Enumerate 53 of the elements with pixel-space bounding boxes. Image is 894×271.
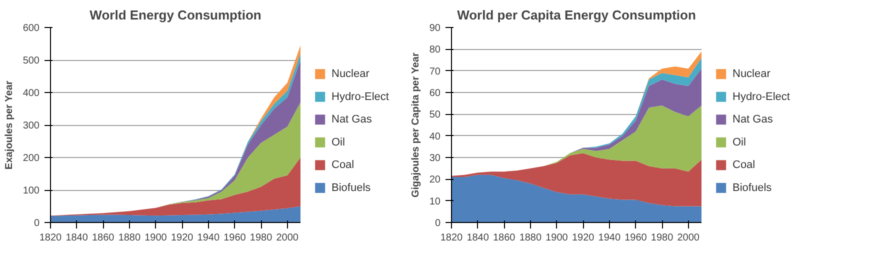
x-tick-label: 1940 (598, 232, 621, 244)
y-axis-title: Exajoules per Year (4, 80, 15, 170)
legend-label: Nat Gas (732, 114, 774, 126)
x-tick-label: 1860 (92, 232, 115, 244)
legend-label: Hydro-Elect (332, 90, 389, 103)
y-tick-label: 90 (429, 23, 441, 34)
legend-label: Biofuels (732, 182, 772, 194)
y-tick-label: 200 (22, 153, 40, 164)
x-tick-label: 2000 (276, 232, 299, 244)
y-tick-label: 600 (22, 23, 40, 34)
x-tick-label: 1980 (650, 232, 674, 244)
x-tick-label: 1980 (250, 232, 273, 244)
legend-label: Coal (732, 159, 756, 172)
x-tick-label: 1840 (466, 232, 490, 244)
legend-label: Nuclear (732, 68, 771, 80)
legend-label: Oil (732, 136, 746, 148)
x-tick-label: 1900 (546, 232, 568, 244)
legend-label: Hydro-Elect (732, 90, 790, 103)
y-tick-label: 80 (429, 44, 441, 56)
legend-label: Nat Gas (332, 114, 372, 126)
y-tick-label: 60 (429, 88, 441, 99)
x-tick-label: 1820 (440, 232, 464, 244)
x-tick-label: 2000 (677, 232, 700, 244)
x-tick-label: 1880 (519, 232, 542, 244)
x-tick-label: 1920 (572, 232, 595, 244)
x-tick-label: 1840 (66, 232, 88, 244)
y-tick-label: 0 (434, 218, 441, 229)
y-tick-label: 50 (429, 110, 441, 121)
x-tick-label: 1960 (224, 232, 246, 244)
x-tick-label: 1880 (118, 232, 142, 244)
y-tick-label: 100 (22, 186, 40, 196)
y-tick-label: 0 (34, 218, 40, 229)
x-tick-label: 1940 (197, 232, 220, 244)
legend-label: Biofuels (332, 182, 372, 194)
x-tick-label: 1820 (39, 232, 62, 244)
x-tick-label: 1920 (170, 232, 194, 244)
x-tick-label: 1960 (624, 232, 648, 244)
y-tick-label: 300 (22, 120, 40, 132)
y-tick-label: 10 (429, 196, 441, 208)
x-tick-label: 1860 (493, 232, 516, 244)
y-tick-label: 400 (22, 88, 40, 99)
legend-label: Nuclear (332, 68, 370, 80)
y-tick-label: 500 (22, 56, 40, 66)
chart-title: World Energy Consumption (90, 8, 262, 22)
y-tick-label: 70 (429, 66, 441, 78)
x-tick-label: 1900 (144, 232, 168, 244)
y-axis-title: Gigajoules per Capita per Year (410, 52, 422, 198)
y-tick-label: 40 (429, 131, 441, 142)
y-tick-label: 30 (429, 153, 441, 164)
chart-title: World per Capita Energy Consumption (457, 8, 696, 22)
legend-label: Coal (332, 159, 354, 172)
y-tick-label: 20 (429, 174, 441, 186)
legend-label: Oil (332, 136, 345, 148)
